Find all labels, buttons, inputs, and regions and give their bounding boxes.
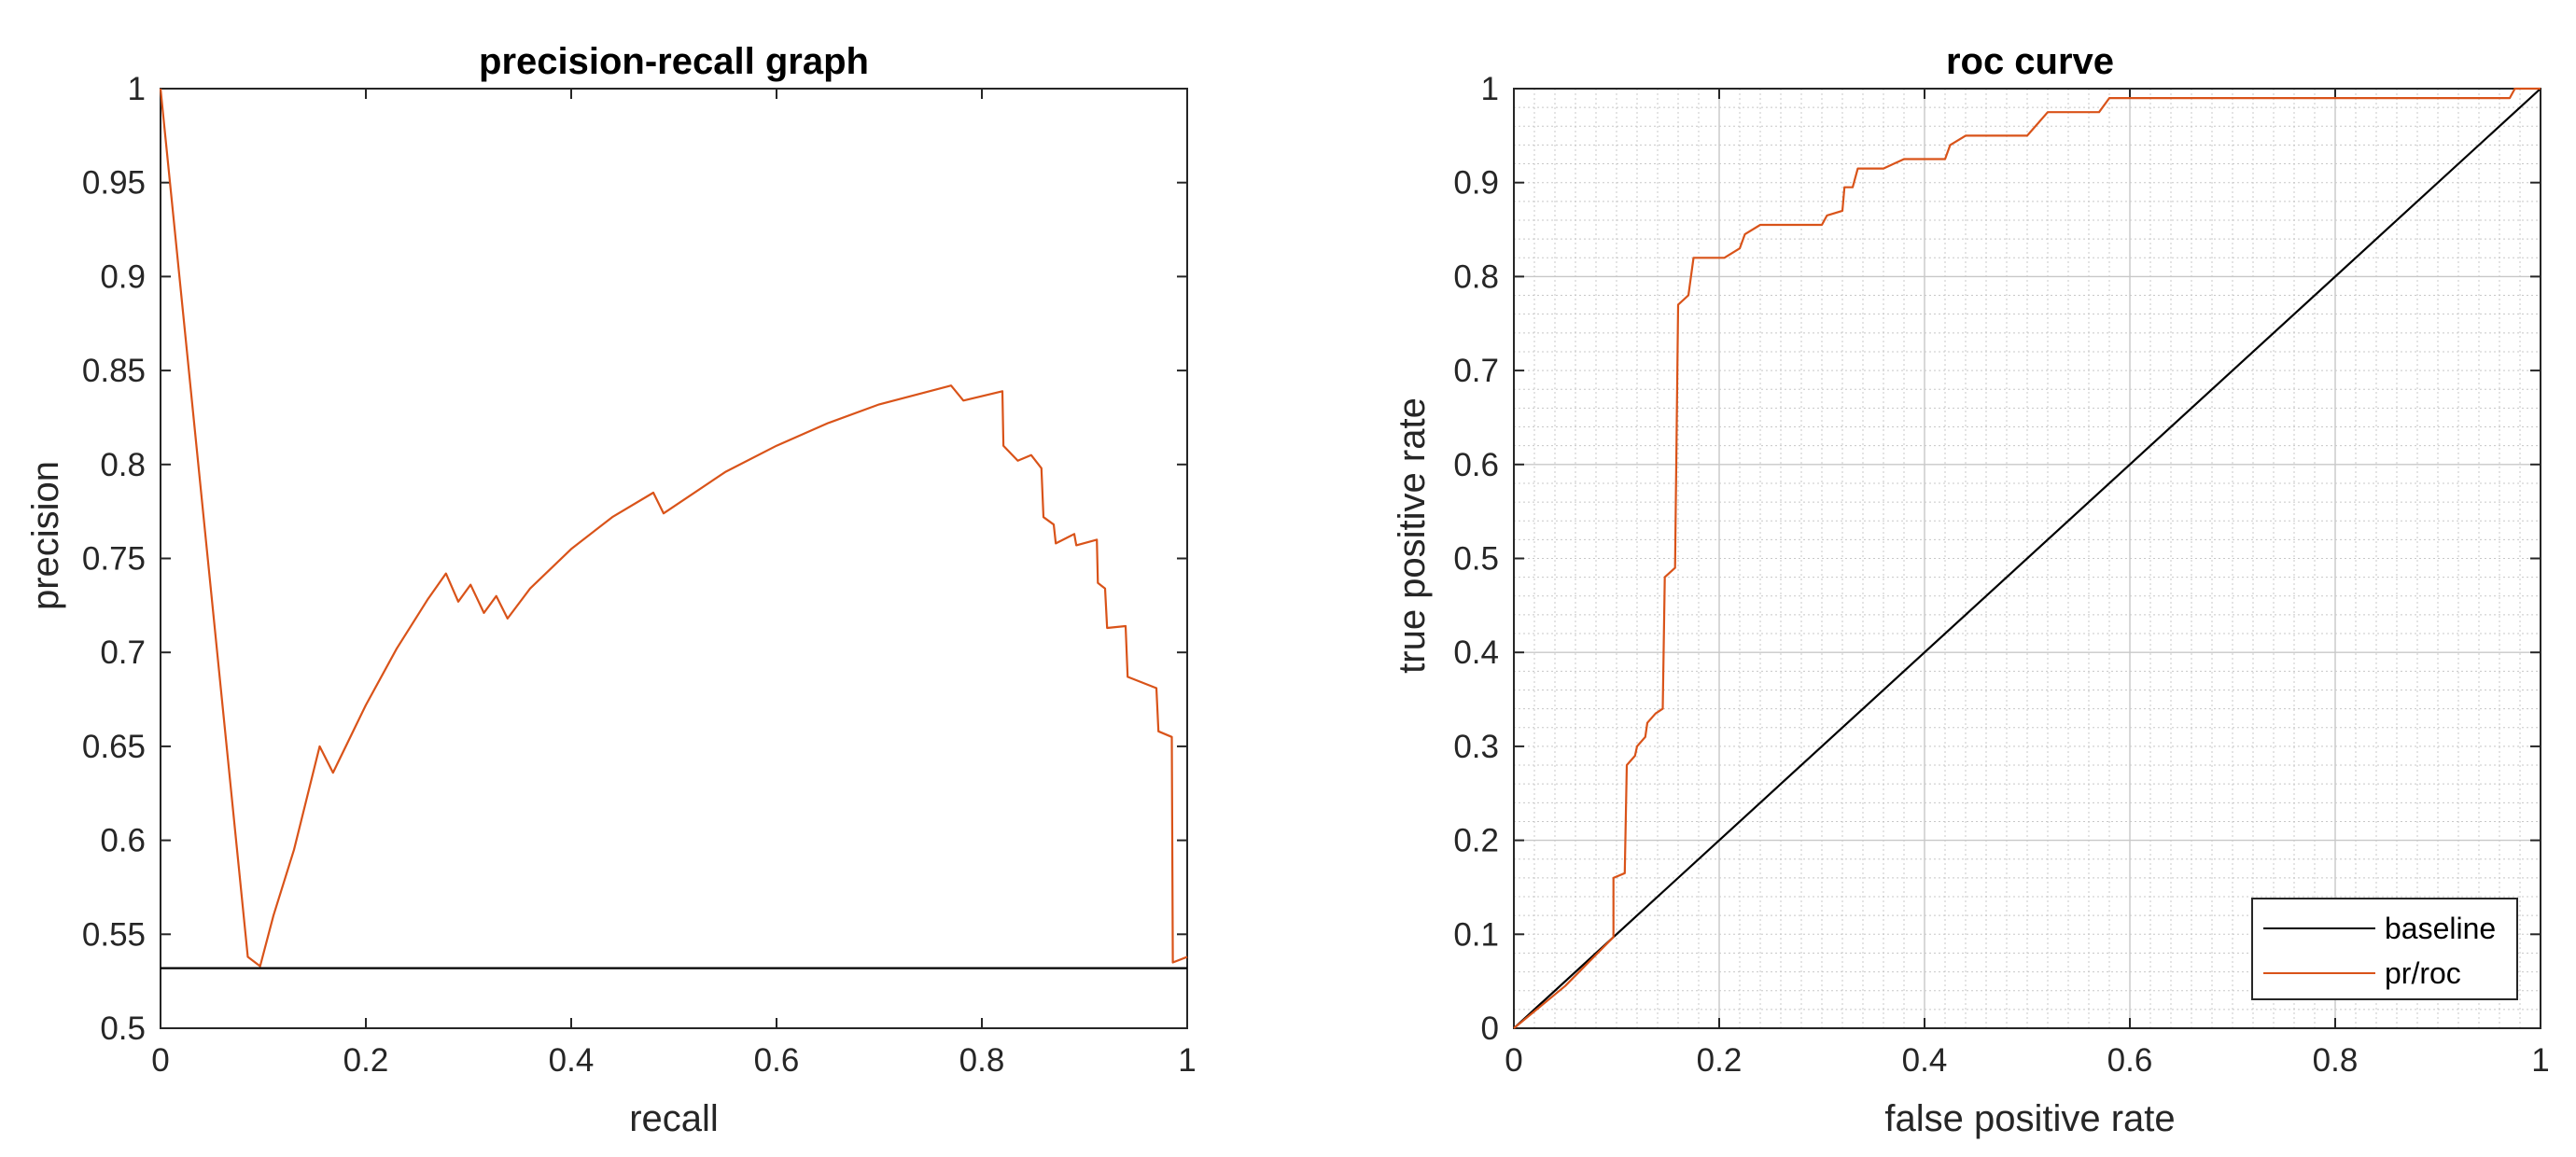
y-tick-label: 0.1 (1453, 916, 1499, 953)
y-tick-label: 0.5 (1453, 541, 1499, 578)
x-tick-label: 0.8 (959, 1042, 1005, 1079)
y-tick-label: 0.2 (1453, 823, 1499, 859)
y-tick-label: 0.95 (82, 165, 146, 202)
pr-ylabel: precision (25, 461, 66, 610)
roc-ylabel: true positive rate (1392, 397, 1433, 674)
roc-curve-line (1513, 87, 2541, 1029)
x-tick-label: 0.2 (343, 1042, 389, 1079)
y-tick-label: 0.8 (100, 447, 146, 483)
y-tick-label: 0.7 (100, 634, 146, 671)
legend-pr-roc-label: pr/roc (2385, 956, 2461, 990)
roc-title: roc curve (1946, 41, 2114, 82)
y-tick-label: 0.4 (1453, 634, 1499, 671)
y-tick-label: 0.75 (82, 541, 146, 578)
roc-legend: baseline pr/roc (2251, 898, 2518, 1000)
x-tick-label: 1 (2531, 1042, 2549, 1079)
x-tick-label: 0.6 (754, 1042, 800, 1079)
roc-curve-panel: roc curve false positive rate true posit… (1392, 41, 2550, 1139)
x-tick-label: 0.6 (2107, 1042, 2153, 1079)
legend-baseline-label: baseline (2385, 912, 2496, 945)
y-tick-label: 0.7 (1453, 353, 1499, 389)
roc-xlabel: false positive rate (1884, 1098, 2175, 1139)
y-tick-label: 0.55 (82, 916, 146, 953)
y-tick-label: 0.9 (100, 258, 146, 295)
y-tick-label: 0.9 (1453, 165, 1499, 202)
y-tick-label: 0.6 (100, 823, 146, 859)
y-tick-label: 0.6 (1453, 447, 1499, 483)
y-tick-label: 0.65 (82, 729, 146, 765)
roc-baseline-line (1513, 88, 2541, 1029)
y-tick-label: 0.5 (100, 1011, 146, 1047)
x-tick-label: 1 (1178, 1042, 1196, 1079)
pr-curve-line (159, 88, 1188, 968)
y-tick-label: 1 (128, 71, 146, 107)
x-tick-label: 0.2 (1697, 1042, 1743, 1079)
x-tick-label: 0 (1505, 1042, 1522, 1079)
x-tick-label: 0.8 (2313, 1042, 2359, 1079)
roc-grid (1514, 89, 2541, 1028)
pr-title: precision-recall graph (479, 41, 869, 82)
legend-box (2251, 898, 2518, 1000)
x-tick-label: 0 (151, 1042, 169, 1079)
x-tick-label: 0.4 (1902, 1042, 1948, 1079)
y-tick-label: 1 (1481, 71, 1499, 107)
y-tick-label: 0.85 (82, 353, 146, 389)
y-tick-label: 0 (1481, 1011, 1499, 1047)
y-tick-label: 0.3 (1453, 729, 1499, 765)
y-tick-label: 0.8 (1453, 258, 1499, 295)
x-tick-label: 0.4 (549, 1042, 595, 1079)
precision-recall-panel: precision-recall graph recall precision … (25, 41, 1197, 1139)
pr-xlabel: recall (629, 1098, 719, 1139)
